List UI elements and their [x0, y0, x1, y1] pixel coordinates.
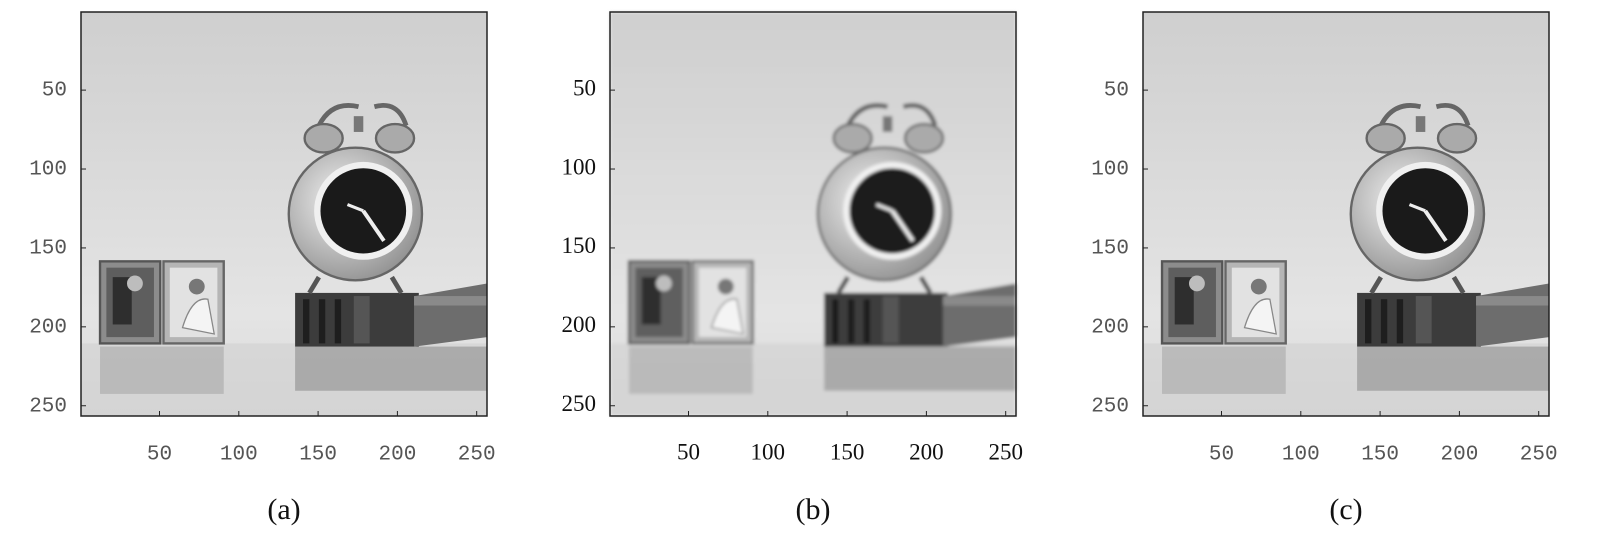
- image: [1143, 12, 1549, 416]
- x-tick-label: 50: [677, 439, 700, 464]
- y-tick-label: 100: [1091, 159, 1129, 182]
- y-tick-label: 200: [562, 312, 597, 337]
- y-tick-label: 50: [1104, 80, 1129, 103]
- caption: (a): [267, 493, 300, 526]
- x-tick-label: 250: [458, 444, 496, 467]
- x-tick-label: 150: [299, 444, 337, 467]
- x-tick-label: 100: [220, 444, 258, 467]
- axes-frame: [609, 11, 1017, 417]
- caption: (c): [1329, 493, 1362, 526]
- caption: (b): [796, 493, 831, 526]
- x-tick-label: 50: [1209, 444, 1234, 467]
- y-tick-label: 250: [1091, 395, 1129, 418]
- x-tick-label: 100: [1282, 444, 1320, 467]
- x-tick-label: 200: [909, 439, 944, 464]
- x-tick-label: 150: [830, 439, 865, 464]
- y-tick-label: 200: [29, 316, 67, 339]
- x-tick-label: 200: [1440, 444, 1478, 467]
- axes-frame: [1142, 11, 1550, 417]
- image: [610, 12, 1016, 416]
- y-tick-label: 250: [562, 391, 597, 416]
- x-tick-label: 100: [751, 439, 786, 464]
- y-tick-label: 100: [562, 154, 597, 179]
- y-tick-label: 150: [1091, 237, 1129, 260]
- axes-frame: [80, 11, 488, 417]
- y-tick-label: 150: [29, 237, 67, 260]
- image: [81, 12, 487, 416]
- y-tick-label: 100: [29, 159, 67, 182]
- x-tick-label: 50: [147, 444, 172, 467]
- x-tick-label: 250: [1520, 444, 1558, 467]
- x-tick-label: 200: [378, 444, 416, 467]
- y-tick-label: 50: [573, 75, 596, 100]
- x-tick-label: 150: [1361, 444, 1399, 467]
- y-tick-label: 50: [42, 80, 67, 103]
- y-tick-label: 150: [562, 233, 597, 258]
- x-tick-label: 250: [988, 439, 1023, 464]
- y-tick-label: 200: [1091, 316, 1129, 339]
- y-tick-label: 250: [29, 395, 67, 418]
